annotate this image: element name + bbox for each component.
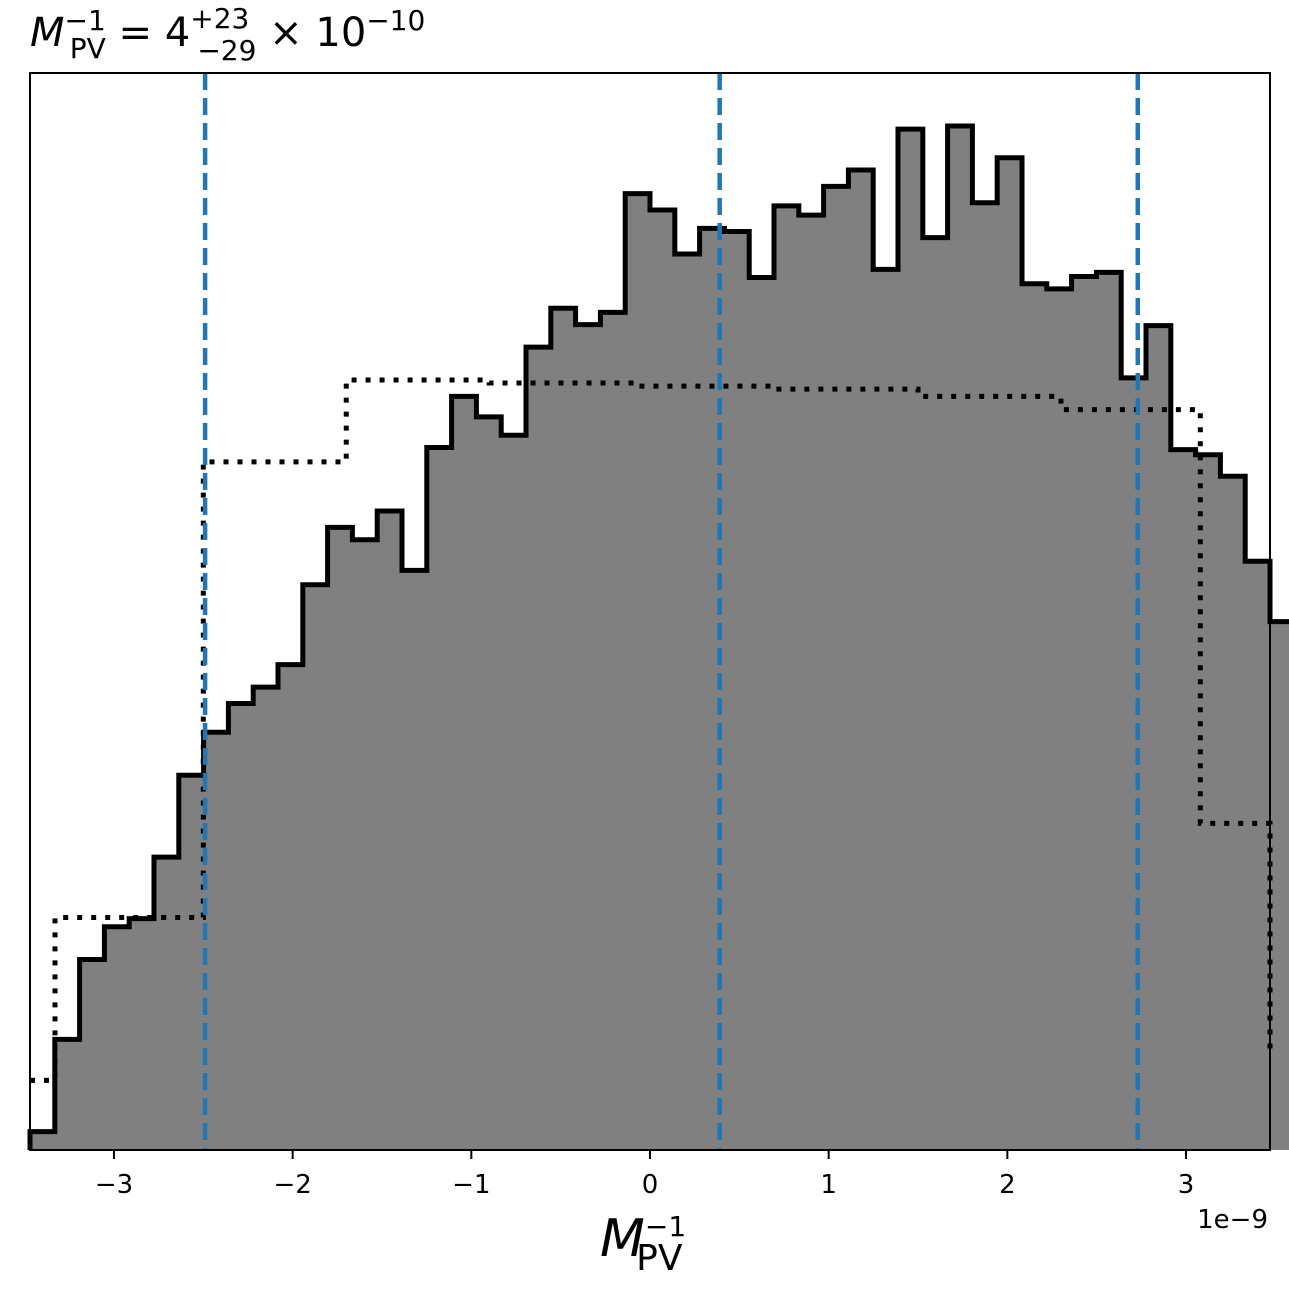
histogram-bar [30,1131,56,1150]
histogram-bar [947,126,973,1150]
histogram-bar [327,527,353,1150]
histogram-bar [154,857,180,1150]
xlabel-symbol: M [600,1209,645,1269]
histogram-bar [997,157,1023,1150]
histogram-bar [600,312,626,1150]
histogram-bar [1022,283,1048,1150]
x-axis-label: M−1 PV [600,1209,686,1279]
histogram-bar [823,186,849,1150]
histogram-bar [228,703,254,1150]
histogram-bar [1146,325,1172,1150]
title-superscript: −1 [65,4,106,37]
histogram-bar [253,687,279,1150]
histogram-bar [129,918,155,1150]
title-times: × 10 [256,10,366,56]
histogram-bar [79,959,105,1150]
histogram-bar [749,277,775,1150]
histogram-bar [575,324,601,1150]
histogram-bar [1096,272,1122,1150]
histogram-bar [1071,276,1097,1150]
histogram-bar [352,539,378,1150]
x-tick-label: 1 [820,1170,837,1200]
histogram-bar [203,732,229,1150]
x-tick-label: −1 [452,1170,490,1200]
histogram-outline [27,123,1289,1150]
histogram-bar [1245,561,1271,1150]
x-offset-text: 1e−9 [1197,1205,1268,1235]
histogram-bar [501,435,527,1150]
title-equals: = [106,10,165,56]
histogram-bar [1121,377,1147,1150]
histogram-bar [1270,621,1289,1150]
histogram-bar [402,570,428,1150]
histogram-bar [650,209,676,1150]
histogram-bar [873,269,899,1150]
x-tick-label: −3 [95,1170,133,1200]
title-exponent: −10 [366,4,425,37]
histogram-bar [972,202,998,1151]
histogram-bar [1195,454,1221,1151]
histogram-bar [302,584,329,1150]
histogram-bar [774,205,800,1150]
histogram-bar [476,416,502,1150]
histogram-bar [1220,476,1246,1150]
title-value: 4 [165,10,190,56]
histogram-bar [724,231,750,1151]
histogram-bar [922,237,949,1151]
histogram-bar [798,215,825,1150]
histogram-bar [898,129,924,1150]
histogram-bar [377,511,403,1150]
xlabel-subscript: PV [636,1238,683,1279]
histogram-bar [1170,449,1197,1151]
x-tick-label: −2 [273,1170,311,1200]
title-symbol: M [30,10,65,56]
histogram-bar [1046,288,1073,1150]
plot-area: −3 −2 −1 0 1 2 3 [27,72,1289,1200]
histogram-bar [178,775,205,1150]
x-tick-label: 0 [642,1170,659,1200]
title-upper: +23 [190,2,249,35]
histogram-bar [526,347,552,1151]
title-lower: −29 [197,34,256,67]
histogram-bar [625,193,651,1151]
xlabel-superscript: −1 [645,1210,686,1243]
histogram-bar [848,170,874,1151]
posterior-histogram [27,123,1289,1151]
title-subscript: PV [70,32,106,65]
histogram-bar [104,926,130,1150]
chart-title: M−1 PV = 4+23 −29 × 10−10 [30,2,425,67]
histogram-bar [278,664,304,1150]
histogram-bar [674,254,701,1150]
x-tick-label: 2 [999,1170,1016,1200]
histogram-bar [426,447,453,1150]
histogram-bar [451,396,477,1150]
histogram-bar [550,308,577,1151]
x-tick-label: 3 [1178,1170,1195,1200]
histogram-bar [54,1039,81,1150]
